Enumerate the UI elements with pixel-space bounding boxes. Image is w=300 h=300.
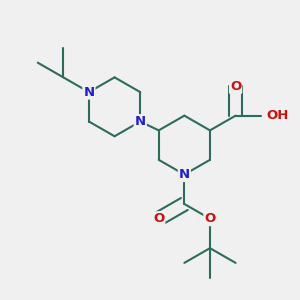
Text: O: O xyxy=(153,212,164,225)
Text: OH: OH xyxy=(266,109,289,122)
Text: N: N xyxy=(135,115,146,128)
Text: O: O xyxy=(204,212,216,225)
Text: N: N xyxy=(179,168,190,181)
Text: O: O xyxy=(230,80,241,93)
Text: N: N xyxy=(83,85,94,99)
